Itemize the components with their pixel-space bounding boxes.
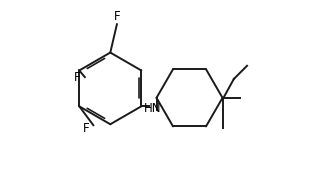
Text: F: F xyxy=(74,70,81,84)
Text: F: F xyxy=(114,10,120,23)
Text: F: F xyxy=(82,122,89,135)
Text: HN: HN xyxy=(144,102,161,115)
